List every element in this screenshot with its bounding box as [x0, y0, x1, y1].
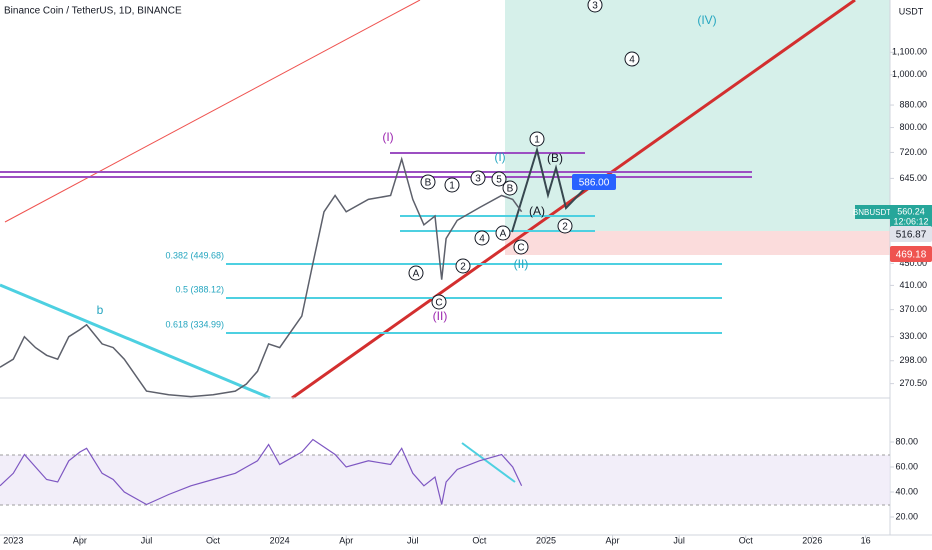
wave-label: B — [507, 184, 514, 195]
wave-circle — [513, 239, 529, 255]
x-tick-label: 2024 — [270, 535, 290, 545]
rsi-trend-line — [461, 442, 516, 483]
wave-circle — [624, 51, 640, 67]
price-tag — [890, 226, 932, 242]
x-tick-label: Jul — [141, 535, 153, 545]
wave-label: 5 — [496, 175, 502, 186]
wave-circle — [420, 174, 436, 190]
y-tick-label: 880.00 — [899, 99, 927, 109]
y-tick-label: 800.00 — [899, 122, 927, 132]
x-tick-label: Apr — [339, 535, 353, 545]
y-tick-label: 645.00 — [899, 173, 927, 183]
wave-circle — [529, 131, 545, 147]
x-tick-label: Oct — [206, 535, 221, 545]
wave-label: C — [435, 298, 442, 309]
loss-zone — [505, 231, 890, 255]
rsi-tick-label: 60.00 — [895, 461, 918, 471]
fib-label: 0.5 (388.12) — [175, 284, 224, 294]
y-tick-label: 410.00 — [899, 280, 927, 290]
projection-path — [511, 146, 596, 233]
wave-circle — [408, 265, 424, 281]
price-tag-label: 586.00 — [579, 178, 610, 189]
wave-circle — [470, 170, 486, 186]
trend-line — [4, 0, 421, 223]
x-tick-label: Apr — [606, 535, 620, 545]
wave-label: (II) — [514, 257, 529, 271]
x-tick-label: Jul — [673, 535, 685, 545]
last-price: 560.24 — [897, 206, 925, 216]
wave-label: A — [500, 229, 507, 240]
wave-circle — [431, 294, 447, 310]
wave-circle — [455, 258, 471, 274]
wave-label: (I) — [494, 150, 505, 164]
profit-zone — [505, 0, 890, 231]
wave-label: C — [517, 243, 524, 254]
wave-label: B — [425, 178, 432, 189]
chart-title: Binance Coin / TetherUS, 1D, BINANCE — [4, 6, 182, 17]
wave-circle — [557, 218, 573, 234]
x-tick-label: Oct — [472, 535, 487, 545]
wave-label: A — [413, 269, 420, 280]
rsi-tick-label: 20.00 — [895, 511, 918, 521]
y-tick-label: 1,100.00 — [892, 47, 927, 57]
wave-label: (B) — [547, 151, 563, 165]
x-tick-label: Oct — [739, 535, 754, 545]
x-tick-label: 2025 — [536, 535, 556, 545]
price-line — [0, 156, 523, 398]
price-tag-label: 469.18 — [896, 250, 927, 261]
x-tick-label: Apr — [73, 535, 87, 545]
wave-circle — [491, 171, 507, 187]
wave-circle — [587, 0, 603, 13]
wave-label: (I) — [382, 130, 393, 144]
wave-label: 4 — [479, 234, 485, 245]
wave-circle — [444, 177, 460, 193]
wave-circle — [474, 230, 490, 246]
x-tick-label: 2026 — [802, 535, 822, 545]
price-tag — [890, 246, 932, 262]
wave-label: 1 — [534, 135, 540, 146]
wave-label: 4 — [629, 55, 635, 66]
rsi-line — [0, 438, 523, 506]
price-tag — [572, 174, 616, 190]
wave-circle — [502, 180, 518, 196]
currency: USDT — [899, 6, 924, 16]
countdown: 12:06:12 — [893, 216, 928, 226]
y-tick-label: 1,000.00 — [892, 69, 927, 79]
y-tick-label: 450.00 — [899, 258, 927, 268]
wave-label: (II) — [433, 309, 448, 323]
x-tick-label: 16 — [861, 535, 871, 545]
trend-line — [0, 283, 271, 400]
wave-label: (A) — [529, 204, 545, 218]
rsi-tick-label: 80.00 — [895, 436, 918, 446]
last-tag — [890, 205, 932, 227]
y-tick-label: 720.00 — [899, 147, 927, 157]
symbol-tag — [855, 205, 890, 219]
price-tag-label: 516.87 — [896, 230, 927, 241]
y-tick-label: 298.00 — [899, 355, 927, 365]
x-tick-label: Jul — [407, 535, 419, 545]
rsi-band — [0, 455, 890, 505]
x-tick-label: 2023 — [3, 535, 23, 545]
wave-label: 3 — [475, 174, 481, 185]
rsi-tick-label: 40.00 — [895, 486, 918, 496]
wave-label: 2 — [562, 222, 568, 233]
wave-label: b — [97, 303, 104, 317]
y-tick-label: 270.50 — [899, 378, 927, 388]
y-tick-label: 370.00 — [899, 304, 927, 314]
fib-label: 0.382 (449.68) — [165, 250, 224, 260]
wave-circle — [495, 225, 511, 241]
symbol-label: BNBUSDT — [853, 208, 891, 217]
y-tick-label: 330.00 — [899, 331, 927, 341]
wave-label: 2 — [460, 262, 466, 273]
fib-label: 0.618 (334.99) — [165, 319, 224, 329]
wave-label: 3 — [592, 1, 598, 12]
wave-label: (IV) — [697, 13, 716, 27]
wave-label: 1 — [449, 181, 455, 192]
